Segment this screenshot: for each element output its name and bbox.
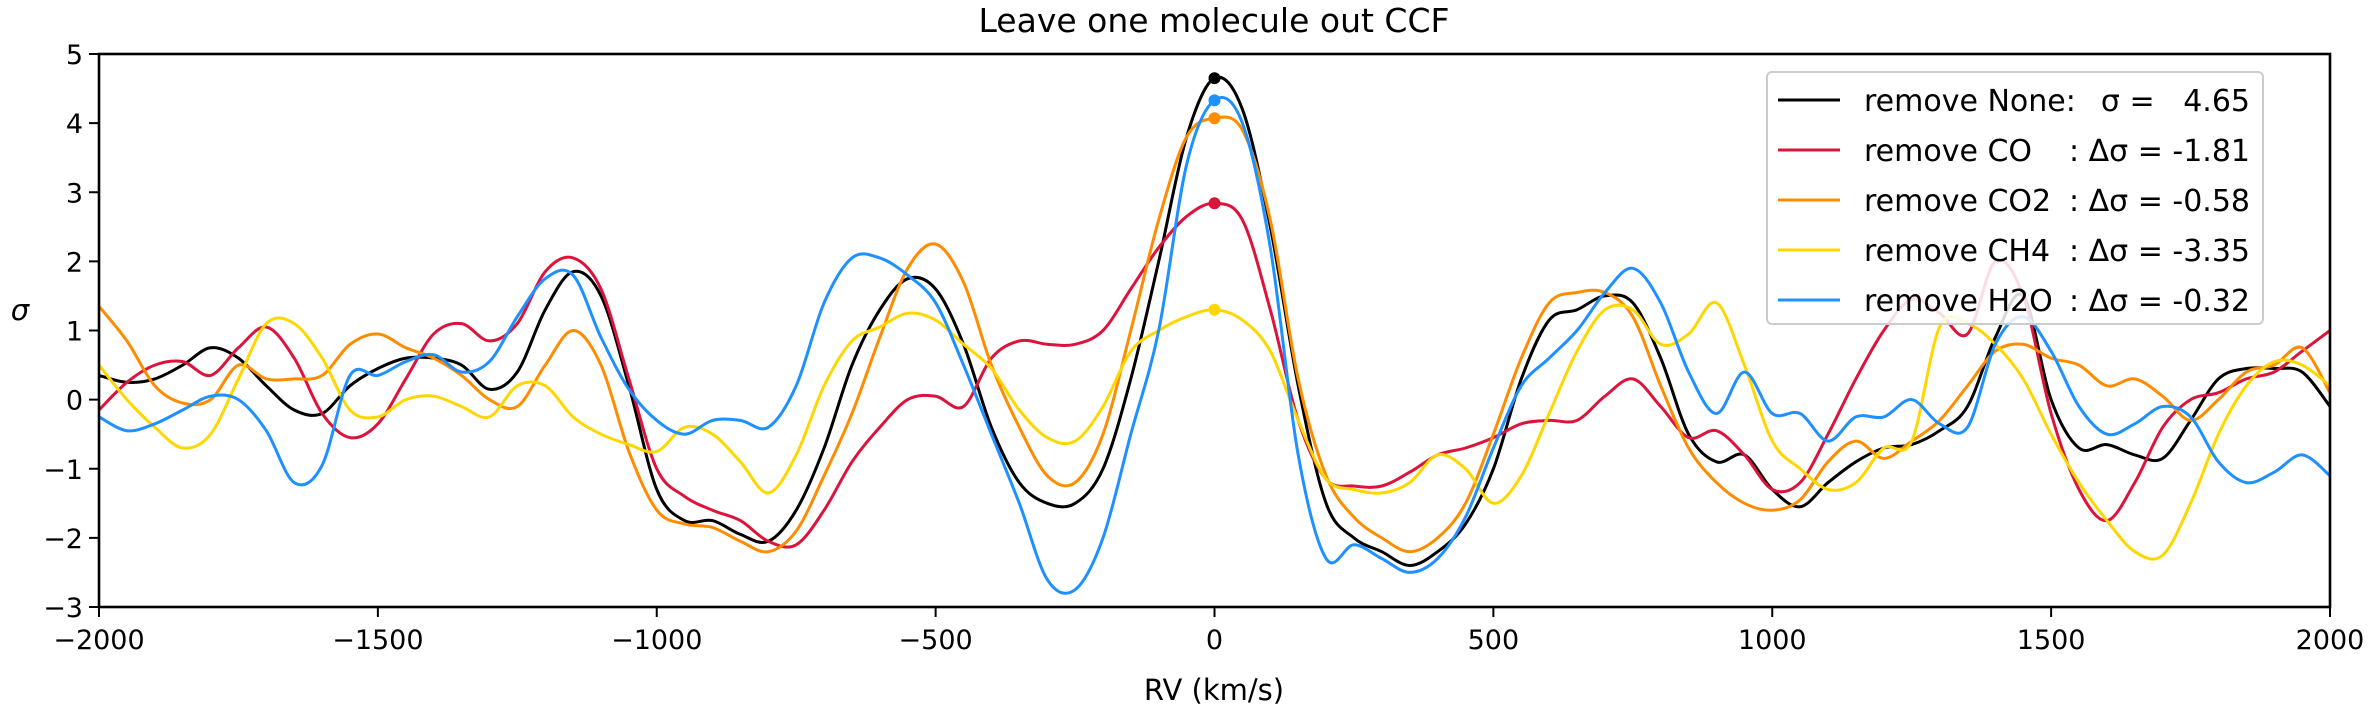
legend-item: remove CO : Δσ = -1.81 <box>1778 134 2250 169</box>
x-tick-label: −2000 <box>53 625 144 656</box>
x-axis-label: RV (km/s) <box>1144 673 1284 707</box>
series-line-remove-co <box>99 201 2330 549</box>
legend-item: remove None: σ = 4.65 <box>1778 84 2250 119</box>
y-axis: −3 −2 −1 0 1 2 3 4 5 <box>43 40 99 624</box>
legend-label: remove H2O <box>1864 284 2053 319</box>
legend-label: remove None: <box>1864 84 2076 119</box>
legend-stat: : Δσ = -0.58 <box>2069 184 2250 219</box>
legend-stat: : Δσ = -0.32 <box>2069 284 2250 319</box>
legend: remove None: σ = 4.65 remove CO : Δσ = -1.8… <box>1766 71 2264 325</box>
legend-label: remove CO2 <box>1864 184 2051 219</box>
y-tick-label: 1 <box>66 317 83 348</box>
peak-point-remove-h2o <box>1208 94 1221 107</box>
y-tick-label: 5 <box>66 40 83 71</box>
legend-item: remove CO2 : Δσ = -0.58 <box>1778 184 2250 219</box>
peak-point-remove-co <box>1208 197 1221 210</box>
legend-stat: : Δσ = -3.35 <box>2069 234 2250 269</box>
y-tick-label: 0 <box>66 386 83 417</box>
legend-box <box>1766 71 2264 325</box>
x-axis: −2000 −1500 −1000 −500 0 500 1000 1500 2000 <box>53 607 2364 656</box>
legend-label: remove CH4 <box>1864 234 2050 269</box>
y-axis-label: σ <box>11 293 31 327</box>
legend-label: remove CO <box>1864 134 2032 169</box>
x-tick-label: −1000 <box>611 625 702 656</box>
x-tick-label: 2000 <box>2296 625 2365 656</box>
y-tick-label: 3 <box>66 178 83 209</box>
y-tick-label: −2 <box>43 524 83 555</box>
y-tick-label: 4 <box>66 109 83 140</box>
peak-point-remove-co2 <box>1208 112 1221 125</box>
chart-title: Leave one molecule out CCF <box>979 1 1450 40</box>
legend-stat: σ = 4.65 <box>2101 84 2250 119</box>
x-tick-label: 0 <box>1206 625 1223 656</box>
peak-point-remove-none <box>1208 72 1221 85</box>
y-tick-label: 2 <box>66 247 83 278</box>
peak-point-remove-ch4 <box>1208 303 1221 316</box>
legend-stat: : Δσ = -1.81 <box>2069 134 2250 169</box>
x-tick-label: −1500 <box>332 625 423 656</box>
x-tick-label: 500 <box>1468 625 1520 656</box>
y-tick-label: −1 <box>43 455 83 486</box>
x-tick-label: 1500 <box>2017 625 2086 656</box>
x-tick-label: −500 <box>899 625 973 656</box>
y-tick-label: −3 <box>43 593 83 624</box>
peak-markers <box>1208 72 1221 316</box>
legend-item: remove H2O : Δσ = -0.32 <box>1778 284 2250 319</box>
legend-item: remove CH4 : Δσ = -3.35 <box>1778 234 2250 269</box>
x-tick-label: 1000 <box>1738 625 1807 656</box>
